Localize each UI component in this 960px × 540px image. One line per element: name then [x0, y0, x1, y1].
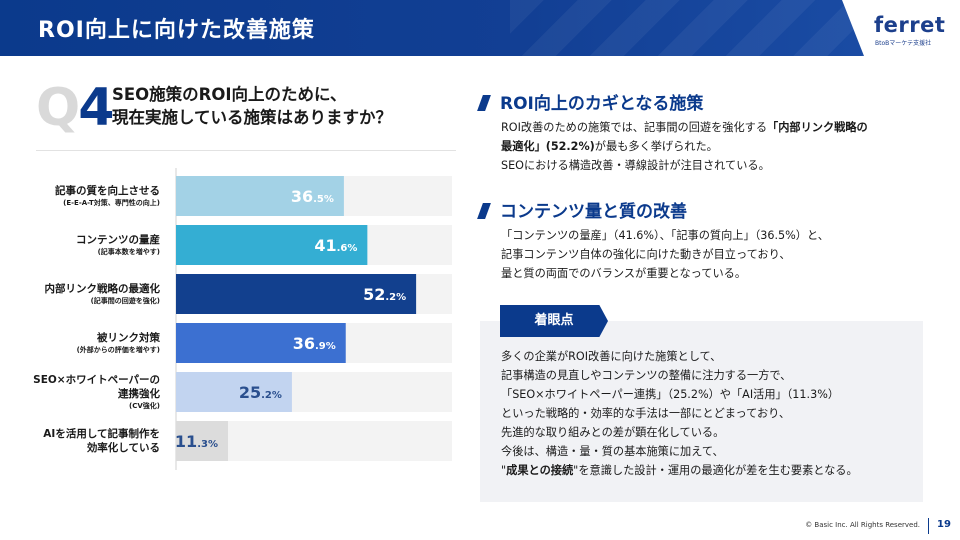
section-body-roi-key: ROI改善のための施策では、記事間の回遊を強化する「内部リンク戦略の 最適化」(5…	[501, 118, 931, 175]
question-q-letter: Q	[36, 78, 80, 138]
question-line: 現在実施している施策はありますか？	[112, 108, 393, 127]
section-heading-roi-key: ROI向上のカギとなる施策	[477, 89, 704, 114]
bar	[176, 372, 292, 412]
text-segment: 多くの企業がROI改善に向けた施策として、	[501, 350, 722, 363]
text-segment: が最も多く挙げられた。	[594, 140, 718, 153]
category-label-main: SEO×ホワイトペーパーの	[33, 373, 160, 386]
bar-chart-svg: 36.5% 41.6% 52.2% 36.9% 25.2% 11.3%	[175, 168, 452, 470]
logo-tagline: BtoBマーケテ支援社	[875, 40, 932, 47]
category-label: 被リンク対策 (外部からの評価を増やす)	[77, 331, 160, 356]
text-segment: "を意識した設計・運用の最適化が差を生む要素となる。	[573, 464, 858, 477]
section-heading-text: コンテンツ量と質の改善	[500, 202, 687, 222]
page-number: 19	[937, 519, 951, 530]
text-segment: 先進的な取り組みとの差が顕在化している。	[501, 426, 725, 439]
text-line: 記事コンテンツ自体の強化に向けた動きが目立っており、	[501, 245, 931, 264]
text-line: といった戦略的・効率的な手法は一部にとどまっており、	[501, 404, 931, 423]
bar	[176, 225, 368, 265]
category-label: SEO×ホワイトペーパーの 連携強化 (CV強化)	[33, 373, 160, 412]
emphasis-text: 最適化」(52.2%)	[501, 140, 595, 153]
text-segment: 今後は、構造・量・質の基本施策に加えて、	[501, 445, 724, 458]
category-label-main: AIを活用して記事制作を	[43, 428, 160, 440]
category-label-main: 内部リンク戦略の最適化	[44, 282, 161, 295]
page-title: ROI向上に向けた改善施策	[38, 18, 315, 43]
text-line: 「コンテンツの量産」（41.6%）、「記事の質向上」（36.5%）と、	[501, 226, 931, 245]
category-label-sub: (外部からの評価を増やす)	[76, 345, 160, 354]
category-label-sub: (CV強化)	[129, 401, 160, 410]
question-digit: 4	[78, 78, 114, 138]
text-line: ROI改善のための施策では、記事間の回遊を強化する「内部リンク戦略の	[501, 118, 931, 137]
text-line: 先進的な取り組みとの差が顕在化している。	[501, 423, 931, 442]
focus-panel	[480, 321, 923, 502]
footer-copyright: © Basic Inc. All Rights Reserved.	[805, 521, 920, 529]
emphasis-text: 「内部リンク戦略の	[767, 121, 868, 134]
category-label-main: 効率化している	[86, 442, 160, 454]
text-segment: ROI改善のための施策では、記事間の回遊を強化する	[501, 121, 768, 134]
logo-wordmark: ferret	[874, 13, 946, 37]
bar-value-label: 52.2%	[363, 285, 406, 304]
category-label-sub: (記事本数を増やす)	[97, 247, 160, 256]
bar-value-label: 41.6%	[314, 236, 357, 255]
bar	[176, 176, 344, 216]
category-label: 内部リンク戦略の最適化 (記事間の回遊を強化)	[45, 282, 161, 307]
text-segment: 量と質の両面でのバランスが重要となっている。	[501, 267, 747, 280]
section-body-content: 「コンテンツの量産」（41.6%）、「記事の質向上」（36.5%）と、 記事コンテ…	[501, 226, 931, 283]
heading-slash-icon	[477, 203, 491, 219]
bar-value-label: 36.5%	[291, 187, 334, 206]
text-line: 多くの企業がROI改善に向けた施策として、	[501, 347, 931, 366]
text-line: "成果との接続"を意識した設計・運用の最適化が差を生む要素となる。	[501, 461, 931, 480]
text-line: SEOにおける構造改善・導線設計が注目されている。	[501, 156, 931, 175]
text-line: 「SEO×ホワイトペーパー連携」（25.2%）や「AI活用」（11.3%）	[501, 385, 931, 404]
header-bar: ROI向上に向けた改善施策	[0, 0, 960, 56]
bar	[176, 274, 417, 314]
text-segment: 記事構造の見直しやコンテンツの整備に注力する一方で、	[501, 369, 792, 382]
category-label-main: コンテンツの量産	[76, 233, 160, 246]
question-divider	[36, 150, 456, 151]
footer-separator	[928, 518, 929, 534]
bar	[176, 323, 346, 363]
text-line: 最適化」(52.2%)が最も多く挙げられた。	[501, 137, 931, 156]
category-label-main: 連携強化	[118, 387, 160, 400]
heading-slash-icon	[477, 95, 491, 111]
category-label: 記事の質を向上させる (E-E-A-T対策、専門性の向上)	[55, 184, 160, 209]
category-label-sub: (E-E-A-T対策、専門性の向上)	[63, 198, 160, 207]
category-label-sub: (記事間の回遊を強化)	[90, 296, 160, 305]
text-segment: 「コンテンツの量産」（41.6%）、「記事の質向上」（36.5%）と、	[501, 229, 829, 242]
category-label-main: 被リンク対策	[97, 331, 160, 344]
focus-tab: 着眼点	[500, 305, 608, 337]
category-label: AIを活用して記事制作を効率化している	[43, 427, 160, 455]
category-label: コンテンツの量産 (記事本数を増やす)	[76, 233, 160, 258]
text-line: 記事構造の見直しやコンテンツの整備に注力する一方で、	[501, 366, 931, 385]
bar	[176, 421, 228, 461]
section-heading-content: コンテンツ量と質の改善	[477, 197, 687, 222]
text-segment: といった戦略的・効率的な手法は一部にとどまっており、	[501, 407, 791, 420]
bar-value-label: 25.2%	[239, 383, 282, 402]
text-segment: 「SEO×ホワイトペーパー連携」（25.2%）や「AI活用」（11.3%）	[501, 388, 840, 401]
question-text: SEO施策のROI向上のために、 現在実施している施策はありますか？	[112, 83, 392, 129]
text-segment: SEOにおける構造改善・導線設計が注目されている。	[501, 159, 770, 172]
bar-chart: 36.5% 41.6% 52.2% 36.9% 25.2% 11.3% 記事の質を向上させ…	[0, 168, 470, 478]
category-label-main: 記事の質を向上させる	[55, 184, 160, 197]
emphasis-text: 成果との接続	[506, 464, 574, 477]
question-number: Q4	[36, 78, 114, 138]
bar-value-label: 36.9%	[293, 334, 336, 353]
text-line: 今後は、構造・量・質の基本施策に加えて、	[501, 442, 931, 461]
focus-body: 多くの企業がROI改善に向けた施策として、記事構造の見直しやコンテンツの整備に注…	[501, 347, 931, 480]
logo: ferret BtoBマーケテ支援社	[842, 0, 960, 56]
bar-value-label: 11.3%	[175, 432, 218, 451]
section-heading-text: ROI向上のカギとなる施策	[500, 94, 704, 114]
text-segment: "	[501, 464, 507, 477]
question-line: SEO施策のROI向上のために、	[112, 85, 347, 104]
text-line: 量と質の両面でのバランスが重要となっている。	[501, 264, 931, 283]
text-segment: 記事コンテンツ自体の強化に向けた動きが目立っており、	[501, 248, 791, 261]
